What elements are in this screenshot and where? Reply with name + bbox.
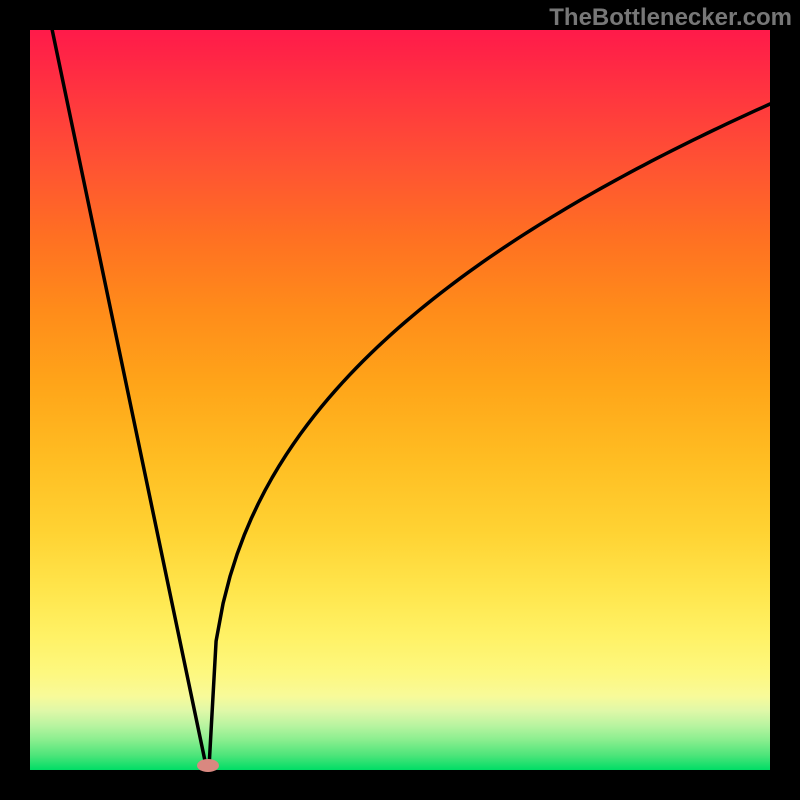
chart-container: TheBottlenecker.com bbox=[0, 0, 800, 800]
watermark-text: TheBottlenecker.com bbox=[549, 4, 792, 32]
optimal-point-marker bbox=[197, 759, 219, 772]
bottleneck-curve bbox=[0, 0, 800, 800]
